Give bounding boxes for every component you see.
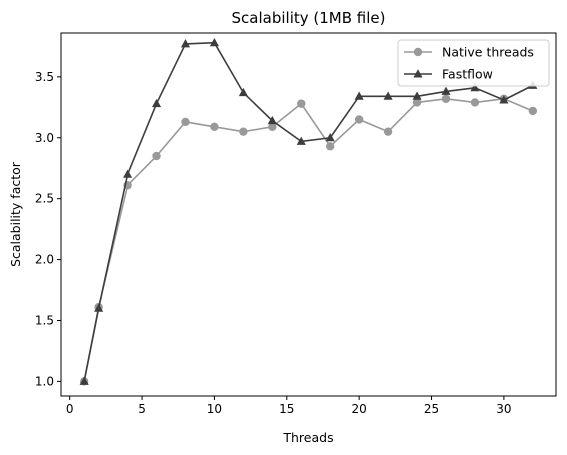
plot-area: [80, 38, 538, 386]
y-tick-label: 2.5: [35, 192, 54, 206]
data-point: [181, 118, 189, 126]
y-axis-label: Scalability factor: [8, 161, 23, 267]
data-point: [355, 115, 363, 123]
legend: Native threads Fastflow: [398, 40, 549, 86]
x-tick-label: 0: [66, 402, 74, 416]
y-axis: 1.0 1.5 2.0 2.5 3.0 3.5: [35, 70, 61, 389]
data-point: [442, 95, 450, 103]
data-point: [239, 127, 247, 135]
series-fastflow: [80, 38, 538, 385]
series-line: [84, 43, 533, 382]
data-point: [326, 142, 334, 150]
legend-label: Native threads: [442, 45, 534, 60]
data-point: [123, 170, 132, 178]
x-axis-label: Threads: [282, 430, 333, 445]
y-tick-label: 3.0: [35, 131, 54, 145]
series-native-threads: [80, 95, 537, 386]
x-tick-label: 10: [207, 402, 222, 416]
data-point: [210, 123, 218, 131]
data-point: [210, 38, 219, 46]
x-tick-label: 5: [138, 402, 146, 416]
data-point: [529, 107, 537, 115]
y-tick-label: 1.0: [35, 374, 54, 388]
x-axis: 0 5 10 15 20 25 30: [66, 396, 512, 416]
data-point: [239, 88, 248, 96]
x-tick-label: 15: [279, 402, 294, 416]
data-point: [152, 152, 160, 160]
x-tick-label: 25: [424, 402, 439, 416]
y-tick-label: 1.5: [35, 313, 54, 327]
legend-marker: [414, 48, 422, 56]
y-tick-label: 3.5: [35, 70, 54, 84]
x-tick-label: 20: [352, 402, 367, 416]
x-tick-label: 30: [496, 402, 511, 416]
data-point: [384, 127, 392, 135]
legend-label: Fastflow: [442, 67, 493, 82]
data-point: [152, 99, 161, 107]
data-point: [297, 99, 305, 107]
data-point: [471, 98, 479, 106]
y-tick-label: 2.0: [35, 253, 54, 267]
plot-frame: [61, 33, 556, 396]
chart-title: Scalability (1MB file): [232, 9, 386, 27]
